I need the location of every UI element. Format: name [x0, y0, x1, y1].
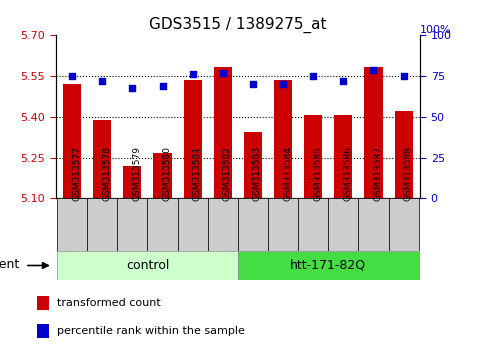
- Text: GSM313588: GSM313588: [404, 146, 412, 201]
- Text: GSM313582: GSM313582: [223, 146, 232, 201]
- Text: GSM313579: GSM313579: [132, 146, 142, 201]
- Point: [369, 67, 377, 73]
- Text: 100%: 100%: [420, 25, 452, 35]
- Bar: [328, 198, 358, 251]
- Bar: [184, 80, 202, 198]
- Bar: [268, 198, 298, 251]
- Title: GDS3515 / 1389275_at: GDS3515 / 1389275_at: [149, 16, 327, 33]
- Bar: [178, 198, 208, 251]
- Point: [128, 85, 136, 90]
- Text: GSM313581: GSM313581: [193, 146, 202, 201]
- Text: GSM313586: GSM313586: [343, 146, 353, 201]
- Bar: [298, 198, 328, 251]
- Text: percentile rank within the sample: percentile rank within the sample: [57, 326, 244, 336]
- Bar: [37, 324, 49, 338]
- Text: GSM313578: GSM313578: [102, 146, 111, 201]
- Point: [189, 72, 197, 77]
- Bar: [388, 198, 419, 251]
- Point: [159, 83, 167, 89]
- Text: GSM313585: GSM313585: [313, 146, 322, 201]
- Bar: [57, 198, 87, 251]
- Bar: [238, 198, 268, 251]
- Bar: [123, 166, 142, 198]
- Bar: [87, 198, 117, 251]
- Text: GSM313577: GSM313577: [72, 146, 81, 201]
- Bar: [358, 198, 388, 251]
- Bar: [117, 198, 147, 251]
- Point: [219, 70, 227, 76]
- Bar: [395, 112, 412, 198]
- Text: GSM313587: GSM313587: [373, 146, 383, 201]
- Bar: [214, 67, 232, 198]
- Text: control: control: [126, 259, 169, 272]
- Bar: [208, 198, 238, 251]
- Bar: [244, 132, 262, 198]
- Bar: [93, 120, 111, 198]
- Point: [340, 78, 347, 84]
- Text: GSM313580: GSM313580: [163, 146, 171, 201]
- Point: [279, 81, 287, 87]
- Bar: [63, 84, 81, 198]
- Bar: [37, 296, 49, 310]
- Bar: [304, 115, 322, 198]
- Bar: [238, 251, 419, 280]
- Text: GSM313583: GSM313583: [253, 146, 262, 201]
- Point: [99, 78, 106, 84]
- Bar: [57, 251, 238, 280]
- Bar: [334, 115, 353, 198]
- Point: [249, 81, 257, 87]
- Bar: [147, 198, 178, 251]
- Text: agent: agent: [0, 258, 19, 270]
- Text: transformed count: transformed count: [57, 298, 160, 308]
- Text: GSM313584: GSM313584: [283, 146, 292, 201]
- Point: [400, 73, 408, 79]
- Bar: [274, 80, 292, 198]
- Text: htt-171-82Q: htt-171-82Q: [290, 259, 366, 272]
- Bar: [365, 67, 383, 198]
- Point: [309, 73, 317, 79]
- Point: [68, 73, 76, 79]
- Bar: [154, 153, 171, 198]
